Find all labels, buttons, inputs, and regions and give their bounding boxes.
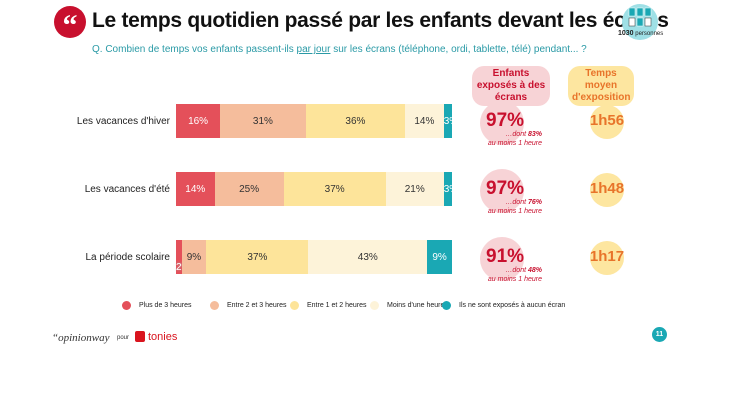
dont-text: …dont [505,267,528,274]
avg-time-header: Temps moyen d'exposition [568,66,634,106]
legend-label: Entre 2 et 3 heures [227,302,287,309]
category-label: Les vacances d'été [84,184,170,195]
bar-value-label: 3% [443,115,459,127]
legend-label: Ils ne sont exposés à aucun écran [459,302,566,309]
exposed-detail: …dont 83% au moins 1 heure [462,130,542,148]
page-title: Le temps quotidien passé par les enfants… [92,9,669,32]
avg-time-value: 1h17 [589,248,625,265]
dont-value: 76% [527,199,542,206]
bar-segment: 36% [305,104,406,138]
bar-value-label: 25% [239,183,260,195]
bar-value-label: 43% [357,251,378,263]
people-icon [622,4,658,40]
legend-label: Plus de 3 heures [139,302,192,309]
exposed-detail: …dont 76% au moins 1 heure [462,198,542,216]
time-circle [590,173,624,207]
exposed-header: Enfants exposés à des écrans [472,66,550,106]
legend-swatch [122,301,131,310]
bar-segment: 3% [443,104,458,138]
bar-segment: 21% [385,172,444,206]
avg-time-value: 1h56 [589,112,625,129]
legend-label: Moins d'une heure [387,302,445,309]
sample-size: 1030 personnes [618,30,664,37]
bar-segment: 37% [206,240,309,274]
bar-value-label: 31% [252,115,273,127]
bar-value-label: 14% [414,115,435,127]
page-number: 11 [652,327,667,342]
bar-value-label: 14% [185,183,206,195]
exposed-circle [480,237,524,281]
legend-swatch [370,301,379,310]
bar-value-label: 9% [186,251,202,263]
dont-post: au moins 1 heure [487,140,542,147]
legend-item: Ils ne sont exposés à aucun écran [442,301,565,310]
dont-post: au moins 1 heure [487,276,542,283]
legend-item: Entre 1 et 2 heures [290,301,367,310]
legend-item: Entre 2 et 3 heures [210,301,287,310]
legend-swatch [442,301,451,310]
legend-swatch [210,301,219,310]
legend-swatch [290,301,299,310]
exposed-detail: …dont 48% au moins 1 heure [462,266,542,284]
dont-text: …dont [505,131,528,138]
exposed-value: 97% [486,110,525,131]
bar-segment: 9% [181,240,207,274]
bar-segment: 43% [308,240,428,274]
dont-value: 83% [527,131,542,138]
bar-value-label: 37% [247,251,268,263]
bar-segment: 9% [427,240,452,274]
legend-item: Moins d'une heure [370,301,444,310]
time-circle [590,241,624,275]
exposed-value: 97% [486,178,525,199]
bar-value-label: 3% [443,183,459,195]
bar-segment: 16% [176,104,221,138]
tonies-logo: tonies [148,331,178,343]
exposed-circle [480,169,524,213]
pour-text: pour [117,335,130,341]
category-label: Les vacances d'hiver [76,116,170,127]
bar-segment: 14% [405,104,444,138]
category-label: La période scolaire [85,252,171,263]
bar-segment: 14% [176,172,215,206]
bar-value-label: 21% [404,183,425,195]
exposed-value: 91% [486,246,525,267]
bar-segment: 25% [214,172,284,206]
dont-value: 48% [527,267,542,274]
quote-logo: “ [54,6,86,42]
question-text: Q. Combien de temps vos enfants passent-… [92,44,587,55]
avg-time-value: 1h48 [589,180,625,197]
bar-segment: 31% [220,104,306,138]
bar-value-label: 37% [324,183,345,195]
dont-text: …dont [505,199,528,206]
bar-value-label: 9% [432,251,447,263]
opinionway-logo: “opinionway [52,332,110,344]
exposed-circle [480,101,524,145]
legend-label: Entre 1 et 2 heures [307,302,367,309]
time-circle [590,105,624,139]
bar-value-label: 36% [345,115,366,127]
bar-segment: 3% [443,172,458,206]
dont-post: au moins 1 heure [487,208,542,215]
legend-item: Plus de 3 heures [122,301,192,310]
bar-value-label: 16% [188,115,209,127]
tonies-icon [135,331,145,342]
bar-segment: 37% [283,172,386,206]
